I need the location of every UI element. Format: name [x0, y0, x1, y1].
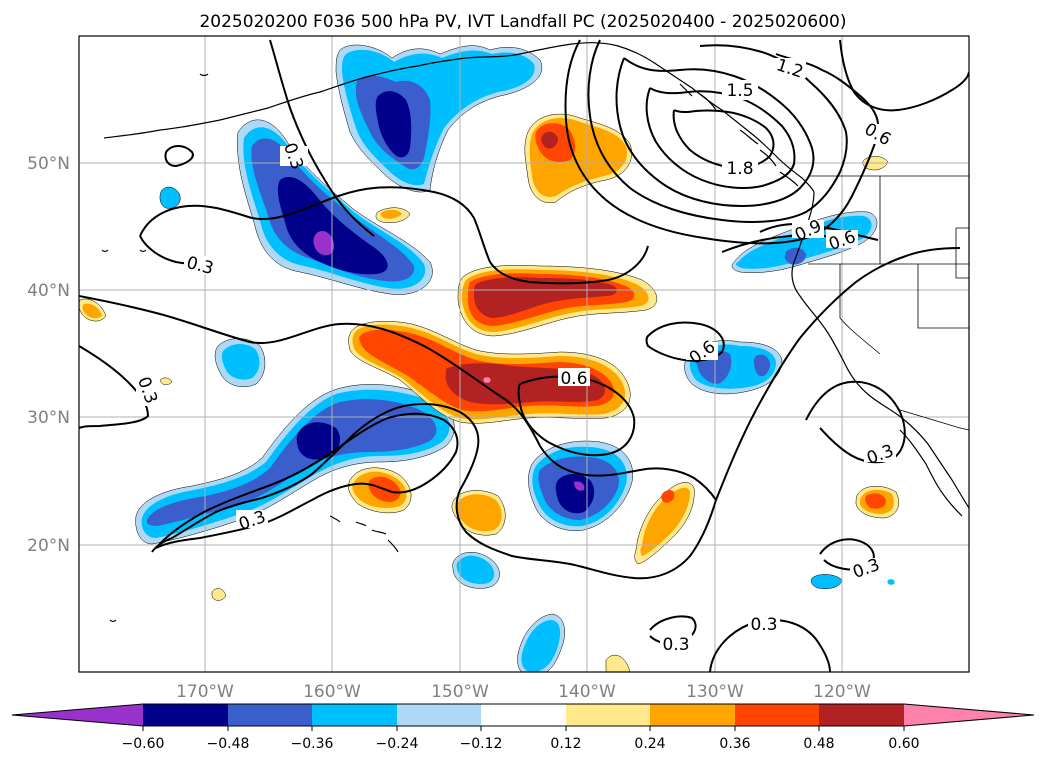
coastline-baja: [899, 429, 963, 517]
coastlines: [101, 42, 969, 623]
contour-label: 1.5: [726, 81, 753, 101]
positive-pv-region-hawaii: [348, 467, 412, 514]
colorbar-tick-label: 0.36: [719, 736, 750, 752]
colorbar-segment: [566, 704, 650, 726]
negative-pv-patch: [811, 574, 843, 589]
contour-line: [164, 145, 194, 168]
contour-label: 0.6: [560, 369, 587, 389]
positive-pv-patch-east: [855, 486, 899, 519]
colorbar-segment: [312, 704, 397, 726]
positive-pv-patch-west: [79, 298, 107, 322]
negative-pv-patch-south-2: [517, 613, 565, 672]
contour-line: [645, 87, 796, 189]
map-title: 2025020200 F036 500 hPa PV, IVT Landfall…: [199, 12, 846, 32]
lon-tick-label: 130°W: [686, 682, 744, 702]
colorbar-segment: [819, 704, 904, 726]
contour-label: 1.8: [726, 159, 753, 179]
positive-pv-region-north-central: [457, 265, 657, 337]
border-us-states: [808, 176, 969, 355]
colorbar-segment: [481, 704, 566, 726]
contour-label: 0.3: [662, 635, 689, 655]
positive-pv-patch: [380, 209, 402, 219]
colorbar-segment: [397, 704, 481, 726]
positive-pv-region-central: [348, 321, 631, 424]
lat-tick-label: 40°N: [27, 281, 70, 301]
contour-line: [839, 39, 969, 112]
positive-pv-patch-southeast: [634, 482, 695, 565]
lon-tick-label: 160°W: [303, 682, 361, 702]
political-borders: [808, 175, 969, 431]
positive-pv-region-north: [524, 113, 632, 204]
colorbar-tick-label: −0.60: [122, 736, 165, 752]
coastline-hawaii: [329, 515, 399, 553]
positive-pv-patch: [605, 654, 631, 672]
positive-pv-patch: [159, 377, 173, 385]
colorbar: −0.60 −0.48 −0.36 −0.24 −0.12 0.12 0.24 …: [11, 703, 1035, 752]
lon-tick-label: 170°W: [176, 682, 234, 702]
negative-pv-patch-midpacific: [214, 338, 266, 387]
colorbar-tick-label: 0.60: [888, 736, 919, 752]
negative-pv-patch: [887, 579, 895, 585]
colorbar-tick-label: −0.48: [207, 736, 250, 752]
pv-anomaly-fields: [79, 44, 899, 672]
colorbar-segment: [12, 704, 143, 726]
negative-pv-region-northeast: [731, 211, 878, 273]
positive-pv-patch-south: [451, 490, 506, 536]
coastline-alaska-peninsula: [103, 65, 419, 139]
coastline-alaska-south: [417, 42, 815, 193]
colorbar-tick-label: 0.12: [550, 736, 581, 752]
contour-labels: 1.2 1.5 1.8 0.6 0.3 0.3 0.9 0.6 0.3 0.6 …: [133, 55, 896, 655]
colorbar-tick-label: −0.36: [291, 736, 334, 752]
negative-pv-patch: [159, 186, 181, 209]
contour-label: 0.3: [750, 615, 777, 635]
contour-line: [139, 186, 649, 285]
lat-tick-label: 50°N: [27, 154, 70, 174]
lat-tick-label: 30°N: [27, 408, 70, 428]
coastline-bc-islands: [679, 83, 799, 187]
contour-line: [709, 619, 831, 672]
coastline-aleutians: [101, 73, 209, 623]
border-us-mexico: [899, 409, 969, 431]
colorbar-tick-label: −0.12: [460, 736, 503, 752]
contour-line: [672, 109, 775, 170]
contour-line: [155, 412, 459, 549]
colorbar-tick-label: 0.48: [803, 736, 834, 752]
contour-line: [151, 403, 717, 580]
colorbar-tick-label: 0.24: [634, 736, 665, 752]
positive-pv-patch: [211, 588, 227, 601]
colorbar-segment: [735, 704, 819, 726]
longitude-tick-labels: 170°W 160°W 150°W 140°W 130°W 120°W: [176, 682, 871, 702]
coastline-west-coast: [791, 191, 969, 509]
contour-line: [79, 295, 717, 501]
negative-pv-patch-south: [452, 551, 500, 589]
colorbar-segment: [228, 704, 312, 726]
contour-line: [79, 345, 150, 429]
lon-tick-label: 140°W: [558, 682, 616, 702]
contour-line: [819, 538, 875, 571]
lon-tick-label: 120°W: [813, 682, 871, 702]
colorbar-segment: [143, 704, 228, 726]
negative-pv-region-north: [335, 44, 542, 193]
map-frame: [78, 35, 970, 673]
colorbar-segment: [904, 704, 1034, 726]
lon-tick-label: 150°W: [431, 682, 489, 702]
colorbar-segment: [650, 704, 735, 726]
lat-tick-label: 20°N: [27, 536, 70, 556]
latitude-tick-labels: 50°N 40°N 30°N 20°N: [27, 154, 70, 556]
contour-line: [715, 247, 961, 501]
colorbar-tick-label: −0.24: [376, 736, 419, 752]
